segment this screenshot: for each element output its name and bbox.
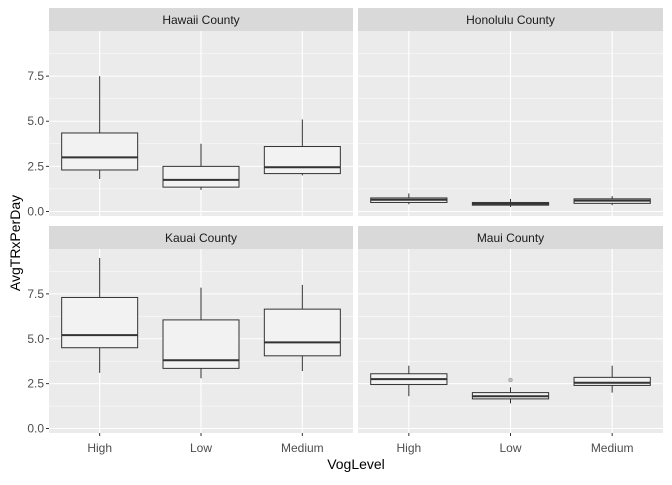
box-low [471,377,550,404]
panels-layer: Hawaii County Honolulu County Kauai County… [49,8,663,433]
box-medium [573,196,651,206]
facet-strip-label: Kauai County [165,231,237,245]
facet-strip [49,226,353,249]
facet-strip-label: Hawaii County [162,13,239,27]
y-tick-label: 5.0 [27,332,44,346]
box-iqr [263,146,341,175]
box-iqr [61,296,139,349]
facet-strip [358,226,663,249]
x-tick-label: Medium [281,441,324,455]
y-tick-label: 7.5 [27,287,44,301]
box-high [61,76,139,179]
box-iqr [263,308,341,357]
panel-honolulu-county: Honolulu County [358,8,663,216]
x-axis-ticks: High Low Medium High Low Medium [87,433,634,455]
x-axis-title: VogLevel [327,456,385,472]
box-high [61,257,139,373]
box-iqr [162,165,240,188]
box-iqr [573,376,651,386]
box-high [370,193,448,205]
y-tick-label: 5.0 [27,114,44,128]
x-tick-label: High [87,441,112,455]
box-high [370,365,448,397]
box-low [162,143,240,190]
x-tick-label: Low [190,441,212,455]
facet-strip-label: Maui County [477,231,544,245]
box-medium [263,119,341,176]
y-tick-label: 0.0 [27,422,44,436]
y-tick-label: 0.0 [27,204,44,218]
box-low [162,287,240,379]
facet-strip-label: Honolulu County [466,13,555,27]
box-iqr [61,132,139,171]
y-axis-ticks: 0.0 2.5 5.0 7.5 0.0 2.5 5.0 7.5 [27,69,49,436]
panel-kauai-county: Kauai County [49,226,353,433]
facet-strip [49,8,353,31]
y-tick-label: 7.5 [27,69,44,83]
y-tick-label: 2.5 [27,377,44,391]
panel-hawaii-county: Hawaii County [49,8,353,216]
y-axis-title: AvgTRxPerDay [7,195,23,291]
panel-maui-county: Maui County [358,226,663,433]
x-tick-label: Low [499,441,521,455]
outlier-point [508,377,513,383]
box-low [471,198,550,207]
box-medium [263,284,341,372]
x-tick-label: Medium [591,441,634,455]
facet-strip [358,8,663,31]
box-medium [573,365,651,393]
y-tick-label: 2.5 [27,159,44,173]
x-tick-label: High [396,441,421,455]
